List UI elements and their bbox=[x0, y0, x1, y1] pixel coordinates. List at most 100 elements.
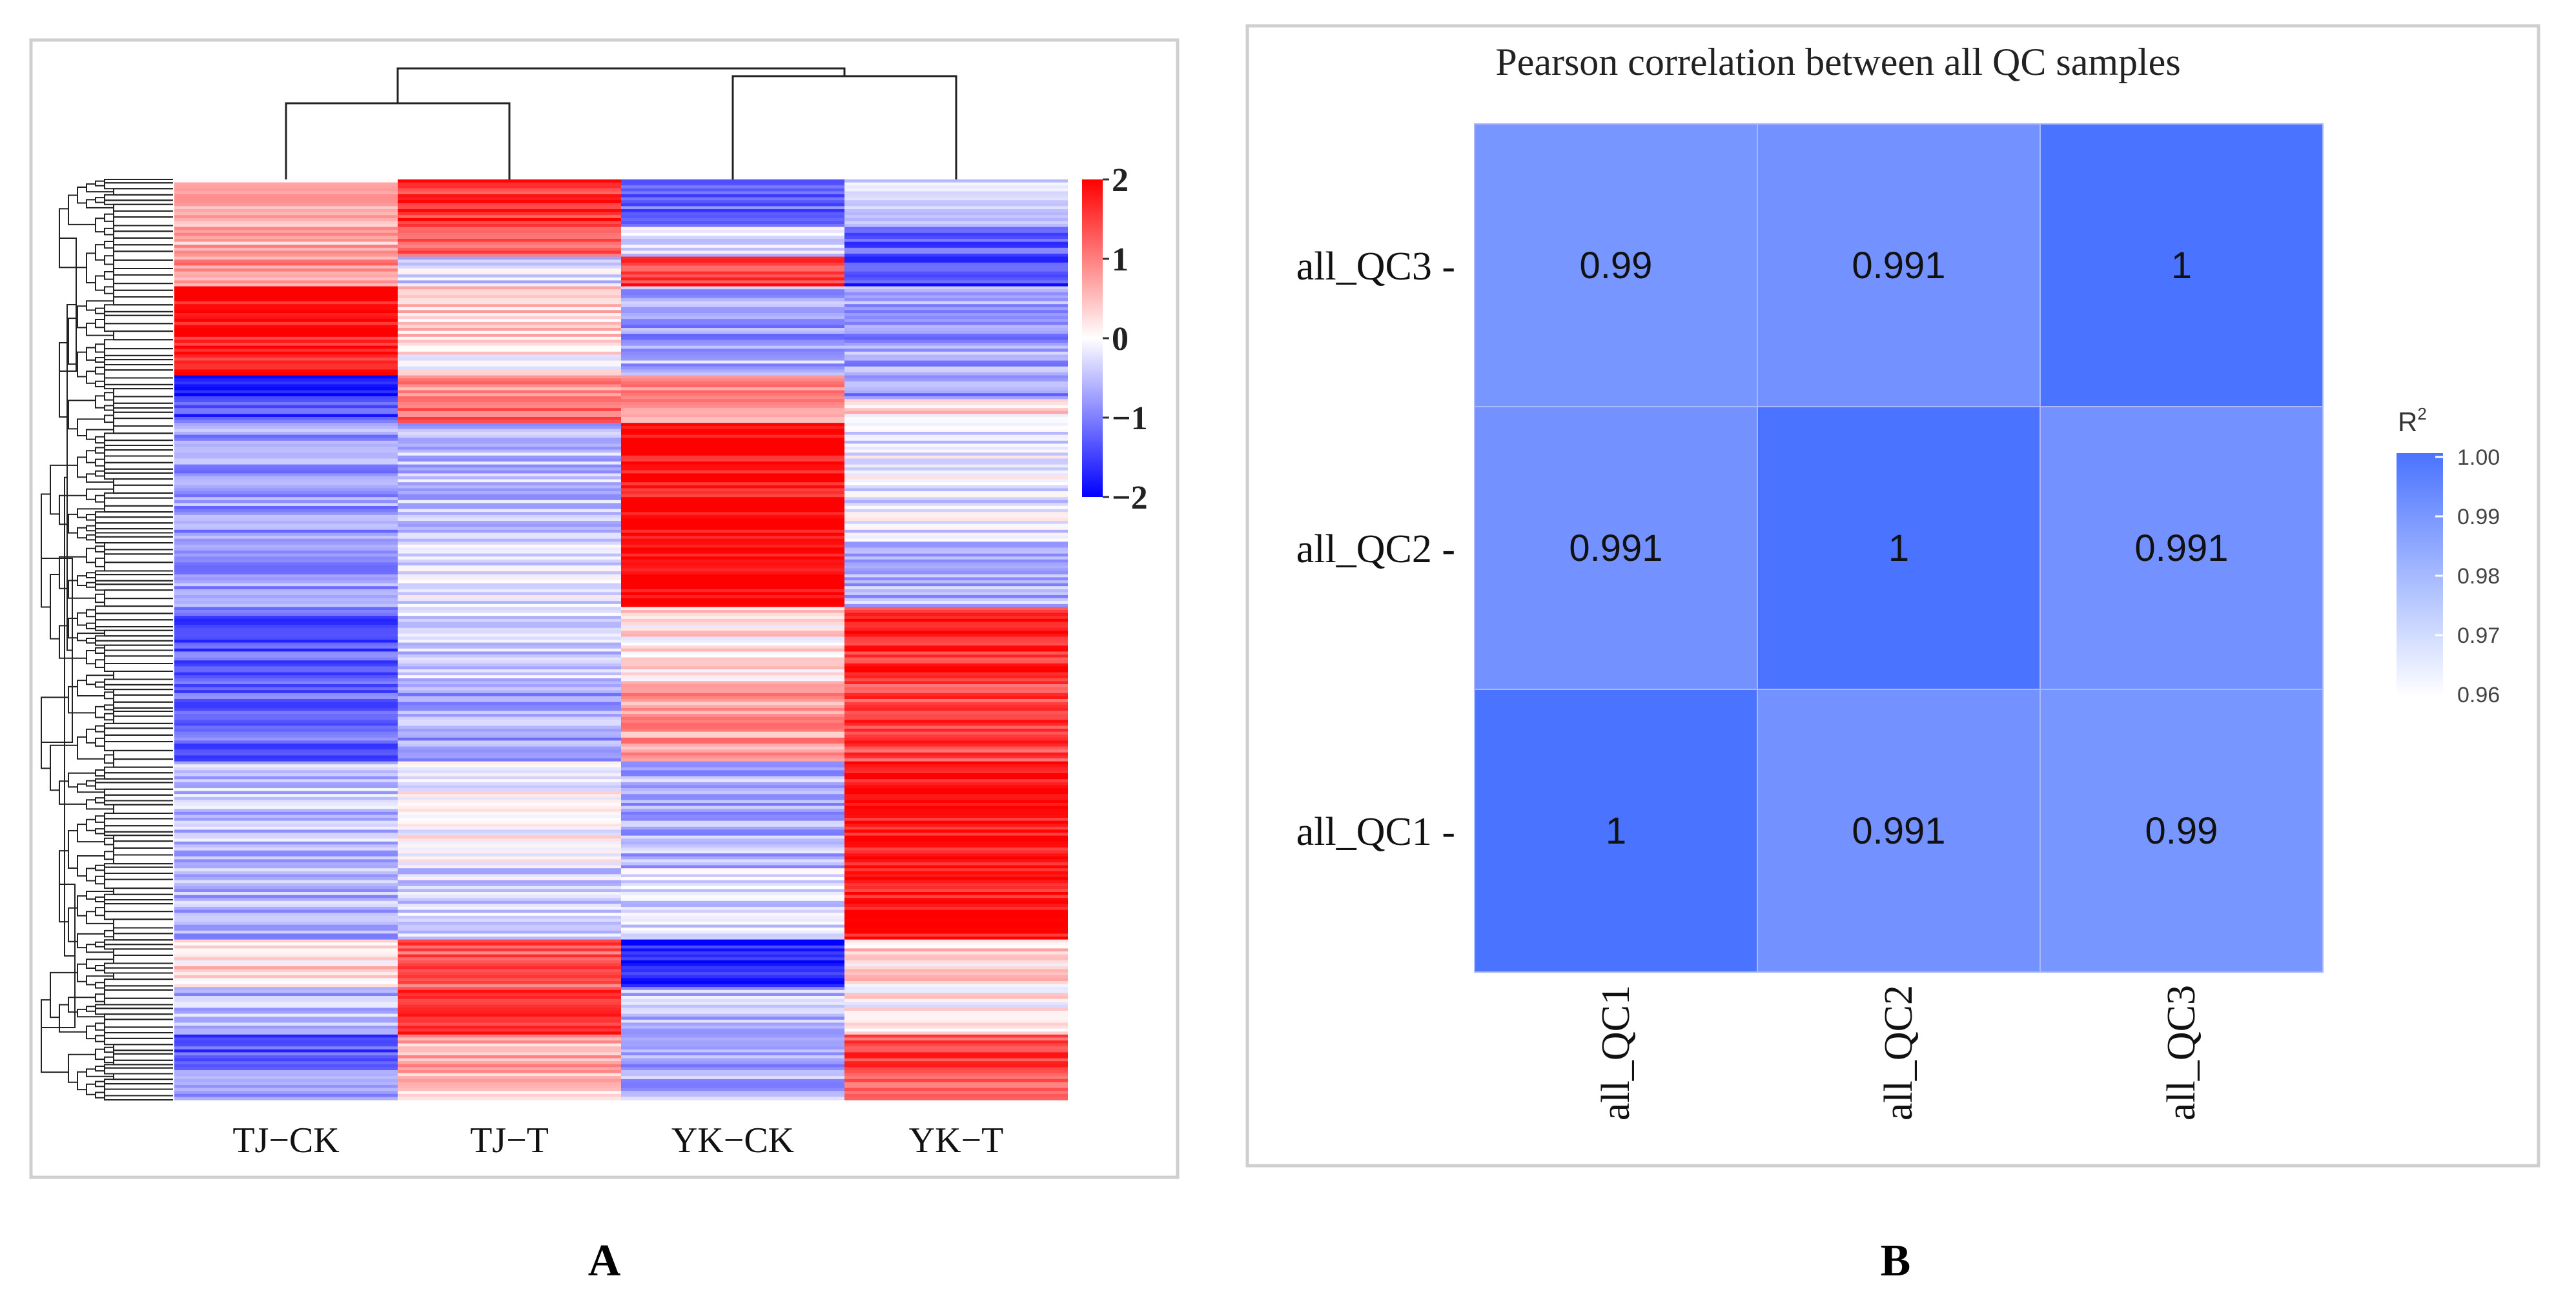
heatmap-cell bbox=[621, 203, 844, 207]
heatmap-cell bbox=[174, 351, 398, 355]
x-tick-label: all_QC2 bbox=[1877, 985, 1921, 1121]
heatmap-cell bbox=[621, 277, 844, 281]
heatmap-cell bbox=[621, 328, 844, 332]
column-label: YK−CK bbox=[671, 1121, 794, 1161]
heatmap-cell bbox=[621, 954, 844, 958]
heatmap-cell bbox=[621, 393, 844, 397]
heatmap-cell bbox=[174, 666, 398, 670]
heatmap-cell bbox=[398, 1011, 621, 1015]
heatmap-cell bbox=[398, 690, 621, 694]
heatmap-cell bbox=[174, 749, 398, 753]
heatmap-cell bbox=[398, 295, 621, 299]
heatmap-cell bbox=[621, 720, 844, 724]
heatmap-cell bbox=[398, 693, 621, 696]
heatmap-cell bbox=[621, 978, 844, 982]
heatmap-cell bbox=[174, 862, 398, 866]
heatmap-cell bbox=[621, 274, 844, 278]
heatmap-cell bbox=[844, 449, 1068, 453]
heatmap-cell bbox=[174, 425, 398, 429]
heatmap-cell bbox=[844, 197, 1068, 201]
heatmap-cell bbox=[844, 396, 1068, 400]
heatmap-cell bbox=[621, 853, 844, 857]
heatmap-cell bbox=[621, 345, 844, 349]
heatmap-cell bbox=[621, 218, 844, 221]
cell-value-label: 0.991 bbox=[1852, 245, 1945, 287]
heatmap-cell bbox=[398, 470, 621, 474]
heatmap-cell bbox=[621, 1022, 844, 1026]
heatmap-cell bbox=[398, 182, 621, 186]
heatmap-cell bbox=[174, 951, 398, 955]
legend-tick-label: 0 bbox=[1112, 321, 1129, 358]
heatmap-cell bbox=[621, 681, 844, 685]
heatmap-cell bbox=[398, 806, 621, 809]
heatmap-cell bbox=[398, 544, 621, 548]
heatmap-cell bbox=[621, 796, 844, 800]
heatmap-cell bbox=[174, 978, 398, 982]
heatmap-cell bbox=[174, 1091, 398, 1095]
heatmap-cell bbox=[398, 1031, 621, 1035]
heatmap-cell bbox=[844, 735, 1068, 738]
heatmap-cell bbox=[844, 796, 1068, 800]
heatmap-cell bbox=[621, 381, 844, 385]
heatmap-cell bbox=[174, 714, 398, 718]
heatmap-cell bbox=[398, 506, 621, 510]
heatmap-cell bbox=[174, 529, 398, 533]
heatmap-cell bbox=[398, 1046, 621, 1050]
heatmap-cell bbox=[844, 592, 1068, 596]
heatmap-cell bbox=[174, 476, 398, 480]
heatmap-cell bbox=[621, 310, 844, 314]
heatmap-cell bbox=[621, 666, 844, 670]
heatmap-cell bbox=[398, 939, 621, 943]
heatmap-cell bbox=[174, 645, 398, 649]
dendrogram-branch bbox=[50, 971, 77, 1019]
heatmap-cell bbox=[621, 984, 844, 988]
heatmap-cell bbox=[174, 844, 398, 848]
heatmap-cell bbox=[174, 725, 398, 729]
heatmap-cell bbox=[398, 1097, 621, 1100]
heatmap-cell bbox=[844, 898, 1068, 902]
heatmap-cell bbox=[844, 283, 1068, 287]
heatmap-cell bbox=[621, 363, 844, 367]
heatmap-cell bbox=[174, 269, 398, 272]
heatmap-cell bbox=[844, 405, 1068, 409]
heatmap-cell bbox=[621, 779, 844, 783]
heatmap-cell bbox=[174, 360, 398, 364]
heatmap-cell bbox=[398, 1061, 621, 1065]
heatmap-cell bbox=[621, 969, 844, 973]
heatmap-cell bbox=[398, 711, 621, 715]
heatmap-cell bbox=[398, 423, 621, 427]
heatmap-cell bbox=[621, 820, 844, 824]
heatmap-cell bbox=[844, 280, 1068, 284]
heatmap-cell bbox=[621, 547, 844, 551]
heatmap-cell bbox=[621, 334, 844, 338]
dendrogram-branch bbox=[86, 622, 96, 629]
heatmap-cell bbox=[621, 491, 844, 495]
heatmap-cell bbox=[398, 551, 621, 554]
heatmap-cell bbox=[174, 259, 398, 263]
heatmap-cell bbox=[621, 627, 844, 631]
heatmap-cell bbox=[621, 197, 844, 201]
heatmap-cell bbox=[621, 918, 844, 922]
heatmap-cell bbox=[844, 553, 1068, 557]
heatmap-cell bbox=[398, 654, 621, 658]
heatmap-cell bbox=[844, 722, 1068, 726]
heatmap-cell bbox=[174, 1061, 398, 1065]
heatmap-cell bbox=[844, 716, 1068, 720]
heatmap-cell bbox=[174, 907, 398, 911]
heatmap-cell bbox=[398, 1058, 621, 1062]
heatmap-cell bbox=[844, 654, 1068, 658]
heatmap-cell bbox=[174, 197, 398, 201]
heatmap-cell bbox=[174, 820, 398, 824]
heatmap-cell bbox=[398, 425, 621, 429]
heatmap-cell bbox=[621, 417, 844, 421]
heatmap-cell bbox=[174, 838, 398, 842]
heatmap-cell bbox=[398, 399, 621, 403]
heatmap-cell bbox=[174, 675, 398, 679]
heatmap-cell bbox=[844, 559, 1068, 563]
heatmap-cell bbox=[174, 779, 398, 783]
heatmap-cell bbox=[174, 737, 398, 741]
heatmap-cell bbox=[844, 818, 1068, 822]
heatmap-cell bbox=[621, 651, 844, 655]
x-tick-label: all_QC3 bbox=[2160, 985, 2203, 1121]
heatmap-cell bbox=[844, 245, 1068, 248]
